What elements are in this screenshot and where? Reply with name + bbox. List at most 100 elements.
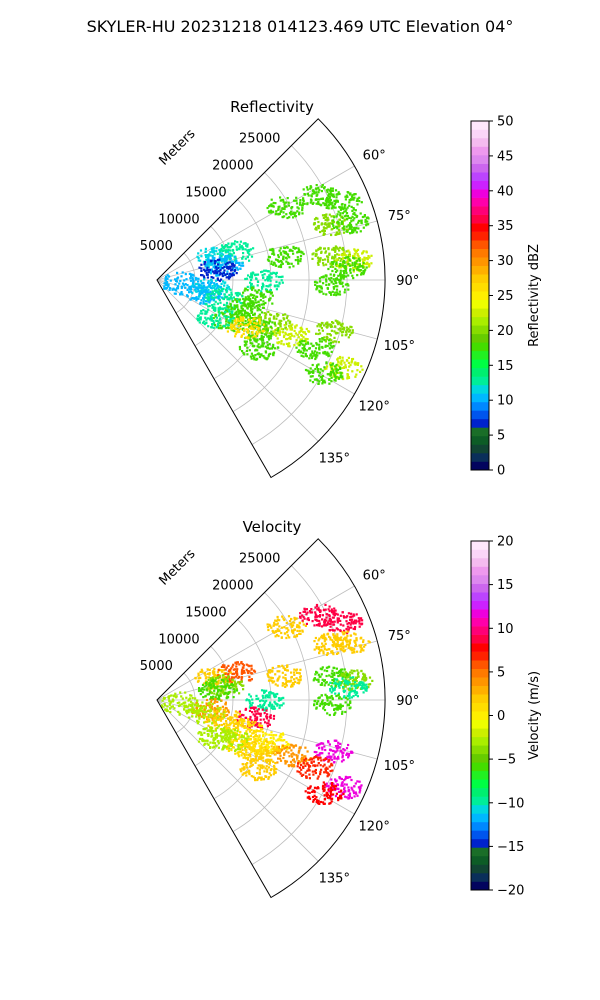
colorbar-tick-label: 20 — [497, 324, 514, 339]
colorbar-swatch — [471, 626, 489, 635]
radar-echo — [304, 781, 345, 805]
radar-echo — [313, 693, 352, 717]
colorbar-tick-label: −15 — [497, 840, 524, 855]
colorbar-swatch — [471, 592, 489, 601]
azimuth-gridline — [156, 585, 355, 701]
colorbar-label: Reflectivity dBZ — [527, 244, 542, 347]
colorbar-swatch — [471, 401, 489, 411]
colorbar-swatch — [471, 257, 489, 266]
colorbar-swatch — [471, 541, 489, 550]
radar-echo — [266, 615, 307, 640]
colorbar-swatch — [471, 214, 489, 224]
colorbar-swatch — [471, 651, 489, 661]
colorbar-swatch — [471, 770, 489, 780]
axis-ticks: 60° 75° 90° 105° 120° 135° 5000 10000 15000 20000… — [140, 552, 420, 887]
colorbar-swatch — [471, 847, 489, 857]
range-tick-label: 5000 — [140, 659, 173, 674]
colorbar-swatch — [471, 711, 489, 720]
colorbar-swatch — [471, 155, 489, 164]
radar-echo — [329, 676, 369, 700]
radar-echo — [226, 316, 266, 340]
radar-echo — [160, 691, 199, 716]
colorbar-swatch — [471, 461, 489, 471]
radar-echo — [239, 757, 278, 782]
colorbar-swatch — [471, 299, 489, 309]
colorbar-swatch — [471, 736, 489, 746]
colorbar-swatch — [471, 197, 489, 207]
colorbar-swatch — [471, 668, 489, 678]
colorbar-swatch — [471, 787, 489, 797]
axis-ticks: 60° 75° 90° 105° 120° 135° 5000 10000 15000 20000… — [140, 132, 420, 467]
colorbar-tick-label: −5 — [497, 753, 516, 768]
colorbar-swatch — [471, 291, 489, 300]
colorbar-tick-label: 35 — [497, 219, 514, 234]
colorbar-swatch — [471, 325, 489, 335]
radar-echo — [313, 273, 350, 297]
radar-echo — [245, 689, 285, 712]
colorbar-swatch — [471, 121, 489, 130]
range-axis-label: Meters — [157, 546, 199, 588]
colorbar-swatch — [471, 248, 489, 258]
radar-echo — [313, 739, 354, 764]
colorbar-swatch — [471, 864, 489, 874]
colorbar-swatch — [471, 838, 489, 848]
colorbar-swatch — [471, 702, 489, 712]
colorbar-swatch — [471, 745, 489, 755]
range-tick-label: 5000 — [140, 239, 173, 254]
echo-layer — [163, 184, 373, 385]
azimuth-tick-label: 60° — [363, 149, 386, 164]
colorbar-swatch — [471, 575, 489, 584]
range-ring — [194, 646, 234, 767]
radar-echo — [324, 775, 363, 800]
range-tick-label: 10000 — [158, 632, 199, 647]
colorbar-swatch — [471, 223, 489, 232]
colorbar-swatch — [471, 558, 489, 567]
colorbar-swatch — [471, 609, 489, 618]
sector-frame — [156, 538, 386, 899]
azimuth-gridline — [156, 165, 355, 281]
radar-echo — [315, 319, 354, 344]
colorbar-swatch — [471, 146, 489, 156]
range-tick-label: 20000 — [212, 159, 253, 174]
colorbar-swatch — [471, 138, 489, 147]
colorbar-swatch — [471, 566, 489, 576]
sector-outline — [156, 538, 386, 899]
range-tick-label: 15000 — [185, 185, 226, 200]
colorbar-swatch — [471, 376, 489, 386]
colorbar-label: Velocity (m/s) — [527, 671, 542, 760]
colorbar-tick-label: −10 — [497, 796, 524, 811]
colorbar-tick-label: 45 — [497, 149, 514, 164]
radar-echo — [295, 337, 335, 361]
colorbar-swatch — [471, 813, 489, 823]
azimuth-gridline — [156, 220, 378, 281]
range-tick-label: 25000 — [239, 552, 280, 567]
colorbar-swatch — [471, 453, 489, 462]
colorbar-swatch — [471, 282, 489, 292]
colorbar-tick-label: 15 — [497, 578, 514, 593]
radar-echo — [266, 245, 305, 269]
colorbar-swatch — [471, 359, 489, 369]
colorbar: −20 −15 −10 −5 0 5 10 15 20 Velocity (m/s) — [470, 535, 542, 899]
azimuth-tick-label: 75° — [388, 209, 411, 224]
colorbar-swatch — [471, 685, 489, 695]
azimuth-tick-label: 135° — [319, 451, 350, 466]
radar-echo — [196, 305, 236, 329]
colorbar-swatch — [471, 660, 489, 669]
range-tick-label: 10000 — [158, 212, 199, 227]
radar-echo — [331, 630, 371, 654]
panel-title: Velocity — [243, 518, 302, 536]
echo-layer — [160, 603, 374, 805]
colorbar-swatch — [471, 634, 489, 644]
radar-echo — [331, 211, 370, 235]
radar-echo — [313, 632, 351, 656]
colorbar-swatch — [471, 694, 489, 703]
range-tick-label: 25000 — [239, 132, 280, 147]
colorbar-swatch — [471, 316, 489, 326]
radar-echo — [304, 361, 344, 385]
colorbar-swatch — [471, 600, 489, 610]
colorbar-swatch — [471, 617, 489, 627]
radar-echo — [266, 664, 302, 688]
colorbar-swatch — [471, 240, 489, 249]
azimuth-tick-label: 90° — [396, 274, 419, 289]
range-tick-label: 15000 — [185, 605, 226, 620]
